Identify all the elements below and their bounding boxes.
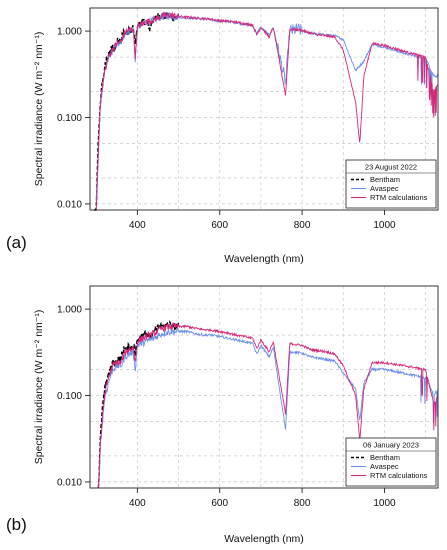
- legend-box: [345, 159, 437, 209]
- legend-box: [345, 437, 437, 487]
- x-tick-label: 600: [211, 220, 228, 231]
- series-line-avaspec: [97, 327, 439, 489]
- series-line-rtm-calculations: [95, 11, 439, 210]
- panel-label: (b): [6, 515, 27, 534]
- legend-entry-rtm-calculations: RTM calculations: [370, 193, 428, 202]
- chart-panel-b: 400 600 800 1000 0.010 0.100 1.000 Wavelength (…: [6, 285, 439, 545]
- x-tick-label: 400: [129, 498, 146, 509]
- series-line-bentham: [94, 12, 180, 211]
- x-tick-label: 1000: [373, 220, 396, 231]
- y-tick-label: 0.010: [57, 199, 82, 210]
- series-line-rtm-calculations: [97, 321, 439, 489]
- plot-frame: [89, 7, 439, 211]
- legend-entry-bentham: Bentham: [370, 453, 400, 462]
- legend-entry-rtm-calculations: RTM calculations: [370, 471, 428, 480]
- legend-entry-avaspec: Avaspec: [370, 462, 399, 471]
- x-tick-label: 1000: [373, 498, 396, 509]
- x-tick-label: 400: [129, 220, 146, 231]
- series-line-avaspec: [95, 11, 439, 202]
- chart-panel-a: 400 600 800 1000 0.010 0.100 1.000 Wavelength (…: [6, 7, 439, 265]
- y-tick-label: 0.100: [57, 391, 82, 402]
- x-axis-label: Wavelength (nm): [224, 253, 304, 265]
- y-axis-label: Spectral irradiance (W m⁻² nm⁻¹): [33, 310, 45, 465]
- y-axis-label: Spectral irradiance (W m⁻² nm⁻¹): [33, 32, 45, 187]
- y-tick-label: 0.010: [57, 477, 82, 488]
- plot-frame: [89, 285, 439, 489]
- legend-entry-bentham: Bentham: [370, 175, 400, 184]
- y-tick-label: 1.000: [57, 27, 82, 38]
- y-tick-label: 1.000: [57, 305, 82, 316]
- legend-entry-avaspec: Avaspec: [370, 184, 399, 193]
- legend-title: 06 January 2023: [363, 441, 419, 450]
- x-tick-label: 800: [294, 498, 311, 509]
- x-tick-label: 800: [294, 220, 311, 231]
- legend-title: 23 August 2022: [365, 163, 417, 172]
- x-tick-label: 600: [211, 498, 228, 509]
- x-axis-label: Wavelength (nm): [224, 533, 304, 545]
- panel-label: (a): [6, 233, 27, 252]
- y-tick-label: 0.100: [57, 113, 82, 124]
